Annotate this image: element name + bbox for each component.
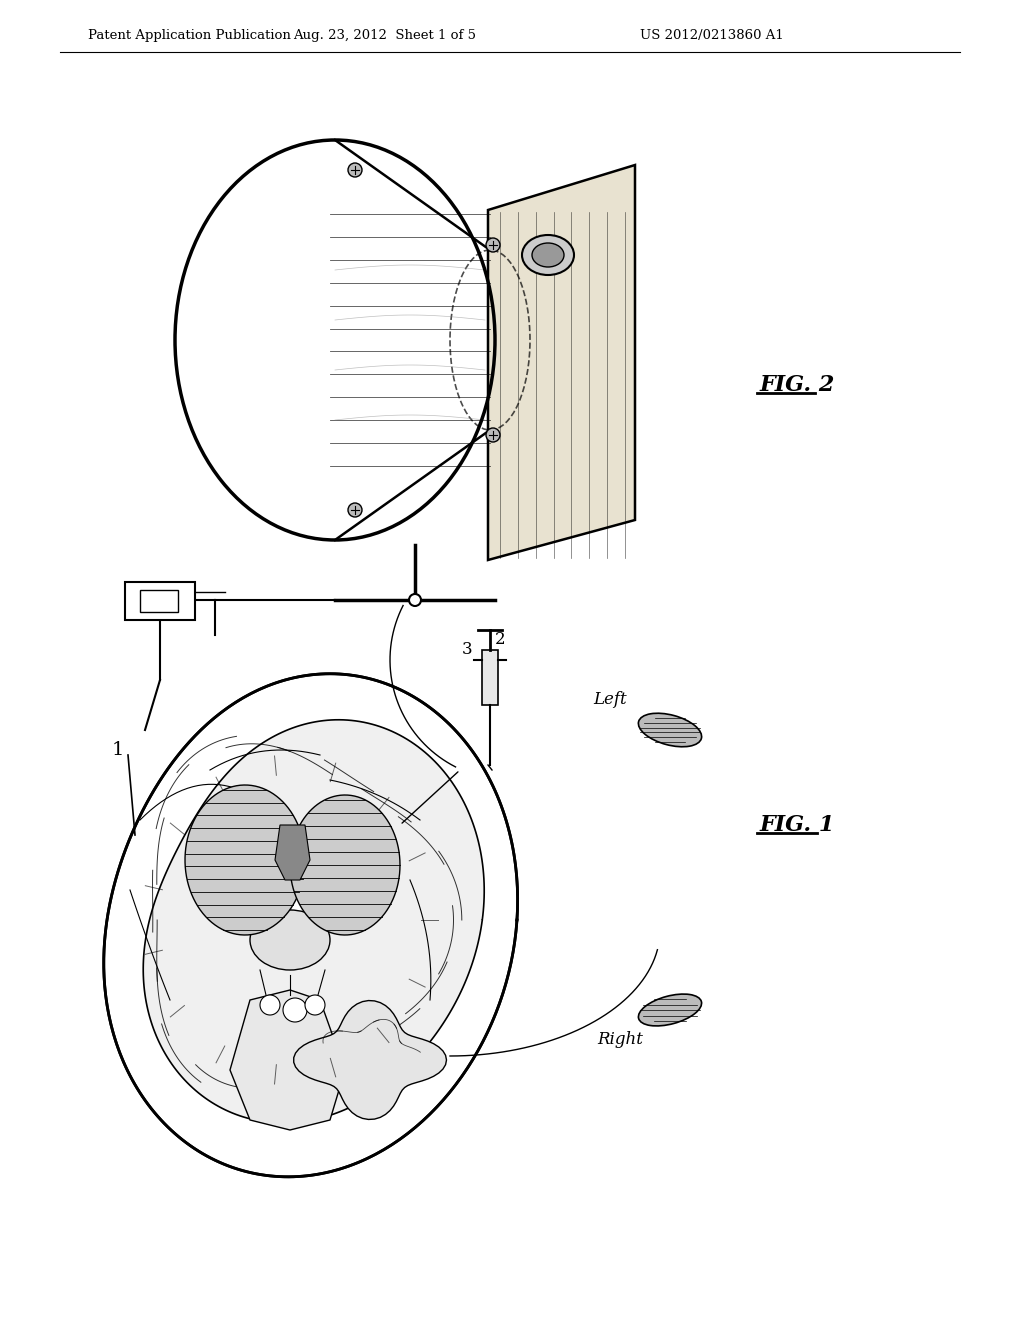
Ellipse shape: [638, 713, 701, 747]
Polygon shape: [103, 673, 517, 1177]
Text: Left: Left: [593, 692, 627, 709]
Ellipse shape: [532, 243, 564, 267]
Text: 3: 3: [462, 642, 472, 659]
Bar: [482, 649, 498, 705]
Polygon shape: [185, 785, 305, 935]
Ellipse shape: [638, 994, 701, 1026]
Text: Right: Right: [597, 1031, 643, 1048]
Circle shape: [283, 998, 307, 1022]
Ellipse shape: [522, 235, 574, 275]
Circle shape: [260, 995, 280, 1015]
Circle shape: [486, 238, 500, 252]
Polygon shape: [488, 165, 635, 560]
Text: 1: 1: [112, 741, 124, 759]
Text: US 2012/0213860 A1: US 2012/0213860 A1: [640, 29, 783, 41]
Circle shape: [486, 428, 500, 442]
Polygon shape: [275, 825, 310, 880]
Text: FIG. 2: FIG. 2: [760, 374, 836, 396]
Polygon shape: [294, 1001, 446, 1119]
Bar: [140, 590, 178, 612]
Polygon shape: [143, 719, 484, 1123]
Polygon shape: [290, 795, 400, 935]
Circle shape: [348, 162, 362, 177]
Circle shape: [305, 995, 325, 1015]
Text: FIG. 1: FIG. 1: [760, 814, 836, 836]
Bar: [125, 582, 195, 620]
Polygon shape: [210, 865, 370, 925]
Ellipse shape: [250, 909, 330, 970]
Circle shape: [348, 503, 362, 517]
Text: Aug. 23, 2012  Sheet 1 of 5: Aug. 23, 2012 Sheet 1 of 5: [294, 29, 476, 41]
Circle shape: [409, 594, 421, 606]
Polygon shape: [230, 990, 345, 1130]
Text: Patent Application Publication: Patent Application Publication: [88, 29, 291, 41]
Text: 2: 2: [495, 631, 505, 648]
